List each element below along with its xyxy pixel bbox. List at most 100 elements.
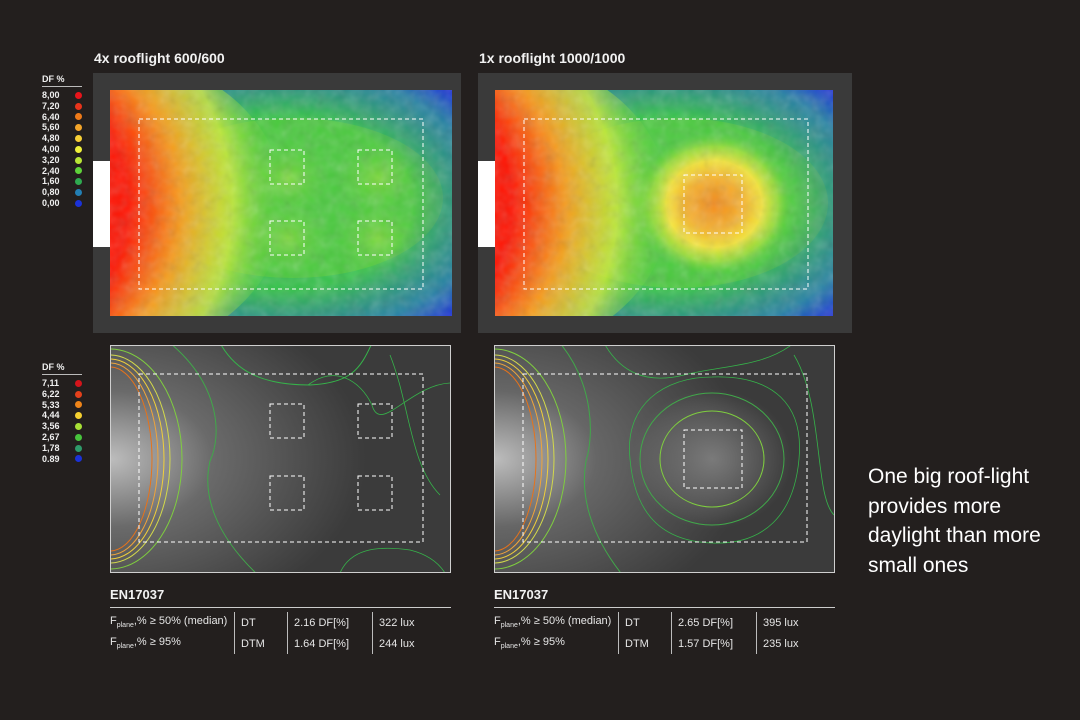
legend-entry: 2,40 xyxy=(42,166,82,177)
metric-lux: 235 lux xyxy=(756,633,819,654)
legend-value: 8,00 xyxy=(42,90,60,100)
legend-title: DF % xyxy=(42,362,82,375)
legend-value: 7,11 xyxy=(42,378,60,388)
legend-value: 3,56 xyxy=(42,421,60,432)
legend-entry: 1,60 xyxy=(42,176,82,187)
legend-color-dot xyxy=(75,156,82,164)
table-row: Fplane,% ≥ 50% (median) DT 2.65 DF[%] 39… xyxy=(494,612,819,633)
metric-df: 1.57 DF[%] xyxy=(671,633,757,654)
legend-title: DF % xyxy=(42,74,82,87)
task-area-outline xyxy=(523,118,809,290)
panel-title-right: 1x rooflight 1000/1000 xyxy=(479,50,626,66)
metric-df: 2.16 DF[%] xyxy=(287,612,373,633)
isoline-4x-rooflight xyxy=(110,345,451,573)
legend-entry: 8,00 xyxy=(42,90,82,101)
legend-entry: 5,33 xyxy=(42,400,82,411)
heatmap-1x-rooflight xyxy=(478,73,852,333)
legend-value: 5,33 xyxy=(42,399,60,410)
rooflight-outline xyxy=(269,403,305,439)
window-opening xyxy=(478,161,495,247)
metric-lux: 322 lux xyxy=(372,612,435,633)
metric-code: DTM xyxy=(234,633,288,654)
metric-code: DT xyxy=(618,612,672,633)
rooflight-outline xyxy=(357,220,393,256)
table-row: Fplane,% ≥ 95% DTM 1.57 DF[%] 235 lux xyxy=(494,633,819,654)
legend-entry: 1,78 xyxy=(42,443,82,454)
legend-false-color: DF % 8,00 7,20 6,40 5,60 4,80 4,00 3,20 2,40 1,6… xyxy=(42,74,82,209)
results-table-right: Fplane,% ≥ 50% (median) DT 2.65 DF[%] 39… xyxy=(494,612,819,654)
window-opening xyxy=(93,161,110,247)
legend-color-dot xyxy=(75,178,82,186)
metric-label: Fplane,% ≥ 95% xyxy=(494,636,565,651)
frame xyxy=(110,345,451,573)
task-area-outline xyxy=(522,373,808,543)
caption: One big roof-light provides more dayligh… xyxy=(868,465,1041,577)
legend-entry: 6,22 xyxy=(42,389,82,400)
standard-label-left: EN17037 xyxy=(110,587,165,602)
metric-df: 2.65 DF[%] xyxy=(671,612,757,633)
legend-value: 4,00 xyxy=(42,143,60,154)
table-row: Fplane,% ≥ 95% DTM 1.64 DF[%] 244 lux xyxy=(110,633,435,654)
legend-color-dot xyxy=(75,135,82,143)
legend-value: 7,20 xyxy=(42,100,60,111)
results-table-left: Fplane,% ≥ 50% (median) DT 2.16 DF[%] 32… xyxy=(110,612,435,654)
heatmap-4x-rooflight xyxy=(93,73,461,333)
legend-value: 0.89 xyxy=(42,453,60,464)
legend-entry: 4,80 xyxy=(42,133,82,144)
legend-color-dot xyxy=(75,189,82,197)
legend-entry: 4,44 xyxy=(42,410,82,421)
legend-entry: 3,56 xyxy=(42,421,82,432)
rooflight-outline xyxy=(357,475,393,511)
legend-entry: 0,00 xyxy=(42,198,82,209)
legend-entry: 6,40 xyxy=(42,112,82,123)
legend-color-dot xyxy=(75,113,82,121)
rooflight-outline xyxy=(269,149,305,185)
legend-value: 2,40 xyxy=(42,165,60,176)
metric-df: 1.64 DF[%] xyxy=(287,633,373,654)
legend-value: 6,22 xyxy=(42,388,60,399)
legend-color-dot xyxy=(75,102,82,110)
legend-color-dot xyxy=(75,124,82,132)
task-area-outline xyxy=(138,373,424,543)
legend-value: 4,44 xyxy=(42,410,60,421)
legend-value: 6,40 xyxy=(42,111,60,122)
legend-color-dot xyxy=(75,444,82,452)
metric-label: Fplane,% ≥ 95% xyxy=(110,636,181,651)
legend-color-dot xyxy=(75,455,82,463)
legend-value: 2,67 xyxy=(42,431,60,442)
legend-color-dot xyxy=(75,390,82,398)
metric-lux: 244 lux xyxy=(372,633,435,654)
legend-entry: 7,11 xyxy=(42,378,82,389)
legend-color-dot xyxy=(75,199,82,207)
legend-entry: 5,60 xyxy=(42,122,82,133)
metric-label: Fplane,% ≥ 50% (median) xyxy=(110,615,228,630)
legend-entry: 0,80 xyxy=(42,187,82,198)
legend-color-dot xyxy=(75,401,82,409)
metric-code: DT xyxy=(234,612,288,633)
legend-value: 1,60 xyxy=(42,176,60,187)
legend-value: 5,60 xyxy=(42,122,60,133)
panel-title-left: 4x rooflight 600/600 xyxy=(94,50,225,66)
legend-color-dot xyxy=(75,379,82,387)
legend-color-dot xyxy=(75,145,82,153)
metric-label: Fplane,% ≥ 50% (median) xyxy=(494,615,612,630)
rooflight-outline xyxy=(683,429,743,489)
divider xyxy=(110,607,451,608)
legend-value: 0,80 xyxy=(42,187,60,198)
legend-isolines: DF % 7,11 6,22 5,33 4,44 3,56 2,67 1,78 0.89 xyxy=(42,362,82,464)
legend-color-dot xyxy=(75,423,82,431)
legend-entry: 0.89 xyxy=(42,454,82,465)
legend-color-dot xyxy=(75,167,82,175)
divider xyxy=(494,607,835,608)
rooflight-outline xyxy=(683,174,743,234)
isoline-1x-rooflight xyxy=(494,345,835,573)
legend-color-dot xyxy=(75,91,82,99)
legend-value: 0,00 xyxy=(42,197,60,208)
rooflight-outline xyxy=(269,475,305,511)
rooflight-outline xyxy=(269,220,305,256)
table-row: Fplane,% ≥ 50% (median) DT 2.16 DF[%] 32… xyxy=(110,612,435,633)
metric-lux: 395 lux xyxy=(756,612,819,633)
task-area-outline xyxy=(138,118,424,290)
legend-value: 3,20 xyxy=(42,154,60,165)
metric-code: DTM xyxy=(618,633,672,654)
